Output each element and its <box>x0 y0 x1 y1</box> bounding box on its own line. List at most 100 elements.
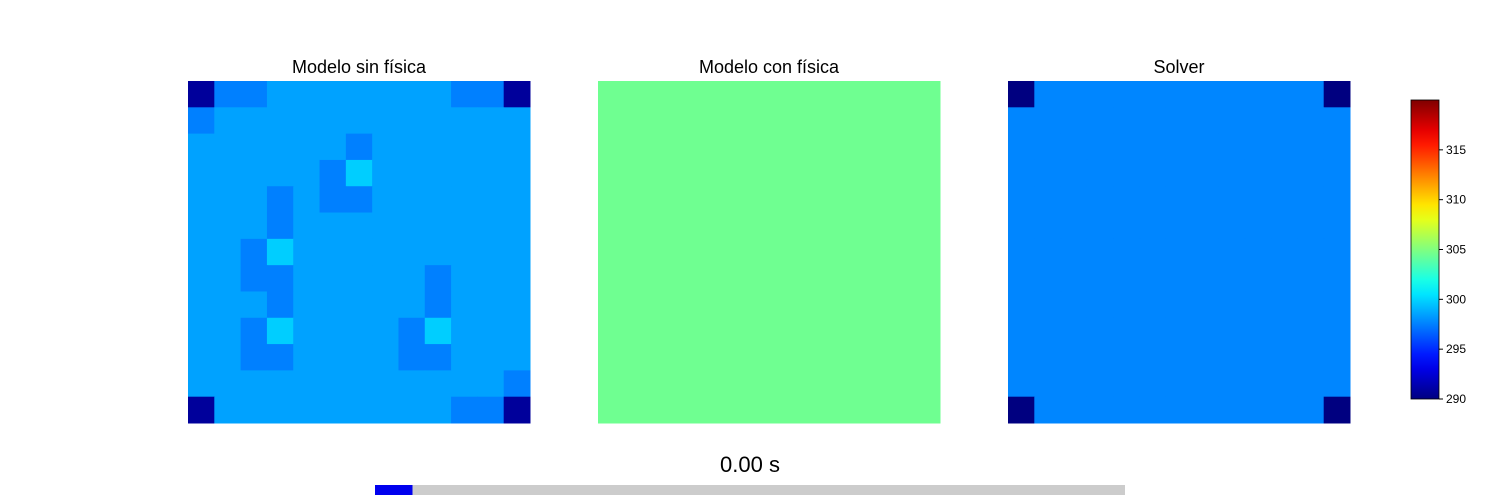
heatmap-cell <box>1218 291 1246 319</box>
heatmap-cell <box>1192 159 1219 187</box>
heatmap-cell <box>319 81 347 108</box>
heatmap-cell <box>1165 186 1193 214</box>
heatmap-cell <box>1139 186 1167 214</box>
heatmap-cell <box>451 291 478 319</box>
heatmap-cell <box>451 238 478 266</box>
heatmap-cell <box>398 291 426 319</box>
heatmap-cell <box>1113 133 1141 161</box>
heatmap-cell <box>1244 212 1272 240</box>
heatmap-cell <box>1086 370 1114 398</box>
heatmap-cell <box>266 81 294 108</box>
heatmap-cell <box>1034 81 1062 108</box>
heatmap-cell <box>1086 238 1114 266</box>
heatmap-cell <box>1060 238 1088 266</box>
heatmap-cell <box>1218 344 1246 371</box>
heatmap-cell <box>240 317 268 345</box>
heatmap-cell <box>1323 344 1351 371</box>
time-slider[interactable] <box>375 485 1125 495</box>
heatmap-cell <box>293 133 321 161</box>
heatmap-cell <box>1218 133 1246 161</box>
heatmap-cell <box>214 370 242 398</box>
heatmap-cell <box>398 317 426 345</box>
heatmap-cell <box>1192 291 1219 319</box>
heatmap-cell <box>1113 238 1141 266</box>
heatmap-cell <box>1244 186 1272 214</box>
heatmap-cell <box>424 212 452 240</box>
heatmap-cell <box>1008 133 1035 161</box>
heatmap-cell <box>293 159 321 187</box>
heatmap-cell <box>319 344 347 371</box>
heatmap-cell <box>1271 212 1298 240</box>
heatmap-cell <box>214 238 242 266</box>
heatmap-cell <box>293 107 321 135</box>
heatmap-cell <box>477 238 505 266</box>
heatmap-cell <box>1060 291 1088 319</box>
heatmap-cell <box>1086 212 1114 240</box>
panel-title: Solver <box>1153 57 1204 77</box>
heatmap-cell <box>372 107 399 135</box>
heatmap-cell <box>503 265 531 292</box>
heatmap-cell <box>503 396 531 424</box>
heatmap-cell <box>1060 81 1088 108</box>
heatmap-cell <box>319 317 347 345</box>
heatmap-cell <box>1218 212 1246 240</box>
heatmap-cell <box>477 159 505 187</box>
heatmap-cell <box>1008 107 1035 135</box>
heatmap-cell <box>240 370 268 398</box>
heatmap-cell <box>1297 212 1325 240</box>
heatmap-cell <box>1244 238 1272 266</box>
heatmap-cell <box>372 81 399 108</box>
heatmap-cell <box>188 212 215 240</box>
heatmap-cell <box>1192 81 1219 108</box>
heatmap-cell <box>372 265 399 292</box>
heatmap-cell <box>1086 107 1114 135</box>
heatmap-cell <box>1060 107 1088 135</box>
colorbar-tick-label: 315 <box>1446 143 1466 157</box>
heatmap-cell <box>372 370 399 398</box>
heatmap-cell <box>398 107 426 135</box>
heatmap-cell <box>188 265 215 292</box>
heatmap-cell <box>1008 212 1035 240</box>
heatmap-cell <box>1218 238 1246 266</box>
heatmap-cell <box>477 317 505 345</box>
heatmap-cell <box>1165 396 1193 424</box>
heatmap-cell <box>345 133 373 161</box>
heatmap-cell <box>1165 344 1193 371</box>
heatmap-cell <box>451 317 478 345</box>
heatmap-cell <box>477 265 505 292</box>
heatmap-cell <box>503 238 531 266</box>
heatmap-cell <box>1218 396 1246 424</box>
heatmap-cell <box>1008 317 1035 345</box>
heatmap-cell <box>1192 265 1219 292</box>
progress-track[interactable] <box>375 485 1125 495</box>
heatmap-cell <box>1218 107 1246 135</box>
heatmap-cell <box>1271 344 1298 371</box>
panel-title: Modelo sin física <box>292 57 427 77</box>
heatmap-cell <box>188 291 215 319</box>
heatmap-cell <box>293 291 321 319</box>
heatmap-cell <box>1008 370 1035 398</box>
heatmap-cell <box>1218 265 1246 292</box>
heatmap-cell <box>398 370 426 398</box>
heatmap-cell <box>1139 81 1167 108</box>
colorbar-tick-label: 295 <box>1446 342 1466 356</box>
heatmap-cell <box>240 212 268 240</box>
heatmap-cell <box>1113 265 1141 292</box>
heatmap-cell <box>1323 370 1351 398</box>
heatmap-cell <box>451 159 478 187</box>
heatmap-cell <box>1086 186 1114 214</box>
heatmap-cell <box>372 212 399 240</box>
heatmap-cell <box>1060 212 1088 240</box>
heatmap-cell <box>1139 291 1167 319</box>
heatmap-cell <box>293 212 321 240</box>
heatmap-cell <box>1244 107 1272 135</box>
heatmap-cell <box>319 396 347 424</box>
heatmap-cell <box>1192 344 1219 371</box>
heatmap-cell <box>1271 291 1298 319</box>
heatmap-cell <box>1008 186 1035 214</box>
heatmap-cell <box>293 370 321 398</box>
heatmap-cell <box>1086 317 1114 345</box>
heatmap-cell <box>372 238 399 266</box>
heatmap-cell <box>477 370 505 398</box>
heatmap-cell <box>1244 159 1272 187</box>
